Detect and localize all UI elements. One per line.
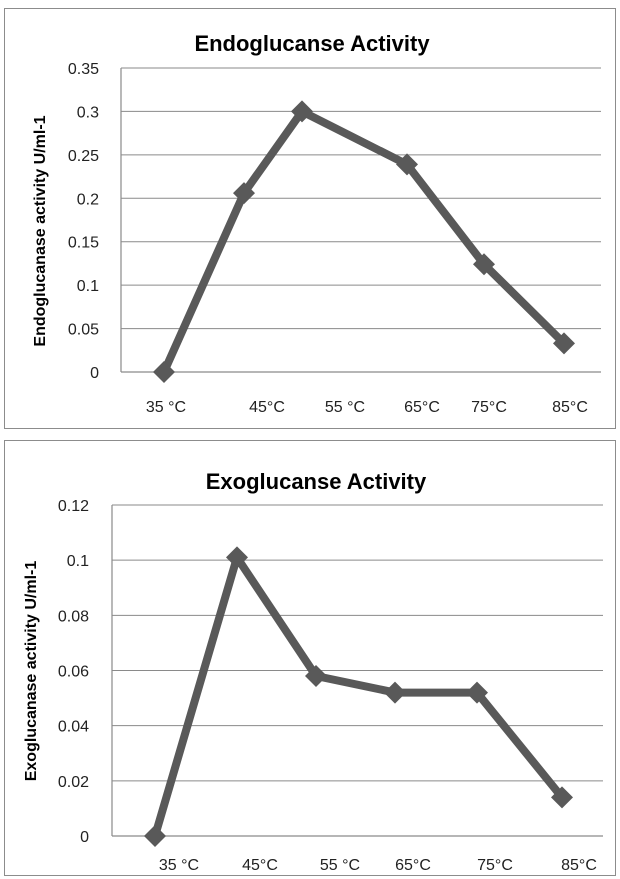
tick-labels: 0 0.05 0.1 0.15 0.2 0.25 0.3 0.35 35 °C 45°C 55 °C… [68,61,588,416]
y-tick-label: 0 [80,829,89,846]
x-tick-label: 45°C [242,857,278,874]
x-tick-label: 75°C [471,399,507,416]
y-tick-label: 0.35 [68,61,99,78]
data-point-marker [396,153,418,176]
data-point-marker [226,546,248,569]
series [144,546,573,847]
data-point-marker [384,681,406,704]
data-point-marker [291,100,313,123]
y-tick-label: 0.1 [67,553,89,570]
endoglucanase-chart: Endoglucanse Activity Endoglucanase acti… [32,31,601,416]
x-tick-label: 35 °C [146,399,186,416]
gridlines [120,67,601,373]
data-point-marker [233,182,255,205]
chart-title: Exoglucanse Activity [206,469,427,494]
y-tick-label: 0.2 [77,191,99,208]
y-tick-label: 0.15 [68,235,99,252]
x-tick-label: 85°C [552,399,588,416]
data-point-marker [553,332,575,355]
exoglucanase-chart: Exoglucanse Activity Exoglucanase activi… [23,469,603,874]
y-tick-label: 0.06 [58,664,89,681]
data-point-marker [466,681,488,704]
endoglucanase-chart-panel: Endoglucanse Activity Endoglucanase acti… [4,8,616,429]
data-point-marker [144,825,166,847]
data-point-marker [473,253,495,276]
x-tick-label: 75°C [477,857,513,874]
series-line [160,107,568,376]
x-tick-label: 65°C [404,399,440,416]
y-tick-label: 0.3 [77,104,99,121]
gridlines [111,504,603,837]
x-tick-label: 85°C [561,857,597,874]
data-point-marker [153,361,175,383]
series [153,100,575,383]
x-tick-label: 55 °C [320,857,360,874]
y-tick-label: 0.1 [77,278,99,295]
y-tick-label: 0.02 [58,774,89,791]
y-tick-label: 0 [90,365,99,382]
chart-title: Endoglucanse Activity [194,31,430,56]
data-point-marker [305,665,327,688]
x-tick-label: 35 °C [159,857,199,874]
y-tick-label: 0.05 [68,322,99,339]
x-tick-label: 45°C [249,399,285,416]
exoglucanase-chart-panel: Exoglucanse Activity Exoglucanase activi… [4,440,616,876]
y-tick-label: 0.12 [58,498,89,515]
data-point-marker [551,786,573,809]
y-axis-label: Exoglucanase activity U/ml-1 [23,561,40,782]
x-tick-label: 55 °C [325,399,365,416]
series-line [151,553,566,840]
y-tick-label: 0.04 [58,719,89,736]
tick-labels: 0 0.02 0.04 0.06 0.08 0.1 0.12 35 °C 45°C 55 °C 65… [58,498,597,874]
y-tick-label: 0.25 [68,148,99,165]
y-axis-label: Endoglucanase activity U/ml-1 [32,115,49,346]
x-tick-label: 65°C [395,857,431,874]
y-tick-label: 0.08 [58,608,89,625]
